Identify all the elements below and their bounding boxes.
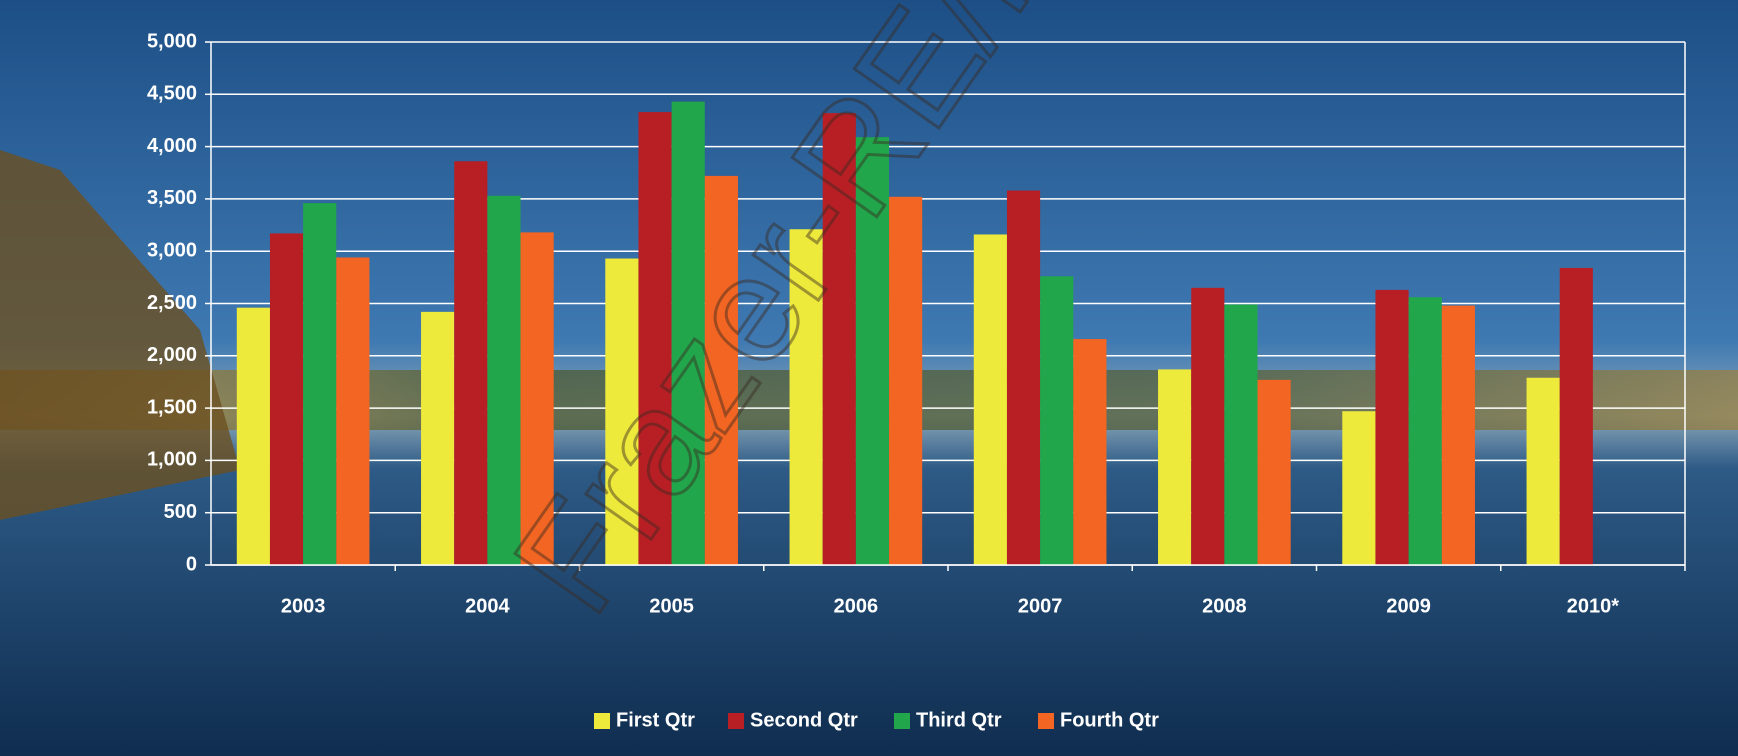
legend-swatch	[728, 713, 744, 729]
y-tick-label: 3,000	[147, 239, 197, 261]
y-tick-label: 0	[186, 553, 197, 575]
legend-label: First Qtr	[616, 709, 695, 731]
legend-swatch	[894, 713, 910, 729]
y-tick-label: 4,000	[147, 135, 197, 157]
bar	[974, 234, 1007, 565]
bar	[1191, 288, 1224, 565]
bar	[1007, 191, 1040, 565]
x-tick-label: 2010*	[1567, 595, 1619, 617]
bar	[889, 197, 922, 565]
y-tick-label: 3,500	[147, 187, 197, 209]
bar	[421, 312, 454, 565]
bar	[1375, 290, 1408, 565]
y-tick-label: 2,500	[147, 292, 197, 314]
page: {"chart_data": {"type": "bar", "watermar…	[0, 0, 1738, 756]
x-tick-label: 2006	[834, 595, 879, 617]
y-tick-label: 4,500	[147, 83, 197, 105]
x-tick-label: 2003	[281, 595, 326, 617]
bar	[1409, 297, 1442, 565]
bar	[1442, 306, 1475, 565]
legend-label: Fourth Qtr	[1060, 709, 1159, 731]
legend-swatch	[594, 713, 610, 729]
legend-label: Second Qtr	[750, 709, 858, 731]
bar	[1040, 276, 1073, 565]
x-tick-label: 2007	[1018, 595, 1063, 617]
bar	[303, 203, 336, 565]
chart: 0 500 1,000 1,500 2,000 2,500 3,000 3,500 4,000 4…	[0, 0, 1738, 756]
bar	[454, 161, 487, 565]
bar	[1342, 411, 1375, 565]
x-tick-label: 2009	[1386, 595, 1431, 617]
x-tick-label: 2004	[465, 595, 510, 617]
y-tick-label: 1,000	[147, 449, 197, 471]
y-tick-label: 500	[164, 501, 197, 523]
y-tick-label: 1,500	[147, 396, 197, 418]
bar	[1158, 369, 1191, 565]
bar	[270, 233, 303, 565]
bar	[1258, 380, 1291, 565]
bar	[1560, 268, 1593, 565]
bar	[237, 308, 270, 565]
bar	[1527, 378, 1560, 565]
y-tick-label: 2,000	[147, 344, 197, 366]
bar	[336, 257, 369, 565]
y-tick-label: 5,000	[147, 30, 197, 52]
bar	[1224, 305, 1257, 565]
x-tick-label: 2005	[649, 595, 694, 617]
legend-swatch	[1038, 713, 1054, 729]
legend-label: Third Qtr	[916, 709, 1002, 731]
x-tick-label: 2008	[1202, 595, 1247, 617]
bar	[1073, 339, 1106, 565]
